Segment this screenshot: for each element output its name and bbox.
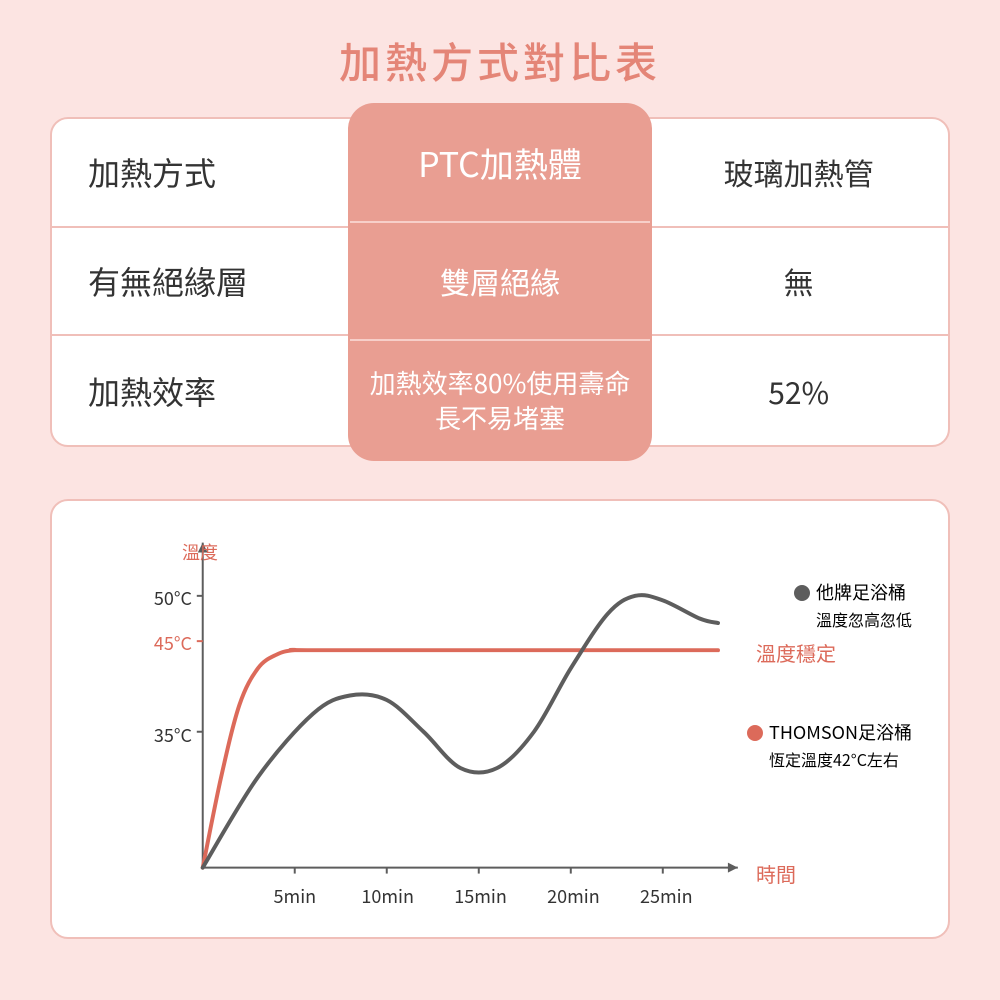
row-label-2: 加熱效率 xyxy=(52,336,351,445)
x-tick-label: 15min xyxy=(454,883,507,909)
x-axis-title: 時間 xyxy=(756,859,796,888)
row-glass-2: 52% xyxy=(649,336,948,445)
legend-thomson-dot-icon xyxy=(747,725,763,741)
legend-other: 他牌足浴桶 溫度忽高忽低 xyxy=(794,579,912,631)
y-tick-label-special: 45°C xyxy=(142,630,192,656)
chart-card: 溫度 他牌足浴桶 溫度忽高忽低 溫度穩定 THOMSON足浴桶 恆定溫度42°C… xyxy=(50,499,950,939)
row-ptc-1: 雙層絕緣 xyxy=(350,223,650,341)
row-glass-1: 無 xyxy=(649,228,948,337)
legend-other-sub: 溫度忽高忽低 xyxy=(816,607,912,631)
x-tick-label: 5min xyxy=(274,883,317,909)
legend-thomson-title-text: THOMSON足浴桶 xyxy=(769,719,912,745)
highlight-column: PTC加熱體 雙層絕緣 加熱效率80%使用壽命長不易堵塞 xyxy=(350,105,650,459)
x-tick-label: 10min xyxy=(361,883,414,909)
stable-label: 溫度穩定 xyxy=(756,638,836,667)
legend-thomson-title: THOMSON足浴桶 xyxy=(747,719,912,745)
y-tick-label: 50°C xyxy=(142,585,192,611)
comparison-table: 加熱方式 玻璃加熱管 有無絕緣層 無 加熱效率 52% PTC加熱體 雙層絕緣 … xyxy=(50,117,950,447)
page-title: 加熱方式對比表 xyxy=(339,30,661,91)
x-tick-label: 25min xyxy=(640,883,693,909)
row-ptc-2: 加熱效率80%使用壽命長不易堵塞 xyxy=(350,341,650,459)
legend-thomson: THOMSON足浴桶 恆定溫度42°C左右 xyxy=(747,719,912,771)
y-axis-title: 溫度 xyxy=(182,539,218,565)
y-tick-label: 35°C xyxy=(142,722,192,748)
legend-other-dot-icon xyxy=(794,585,810,601)
row-label-1: 有無絕緣層 xyxy=(52,228,351,337)
row-glass-0: 玻璃加熱管 xyxy=(649,119,948,228)
row-ptc-0: PTC加熱體 xyxy=(350,105,650,223)
legend-thomson-sub: 恆定溫度42°C左右 xyxy=(769,747,912,771)
x-tick-label: 20min xyxy=(547,883,600,909)
row-label-0: 加熱方式 xyxy=(52,119,351,228)
legend-other-title-text: 他牌足浴桶 xyxy=(816,579,906,605)
legend-other-title: 他牌足浴桶 xyxy=(794,579,912,605)
